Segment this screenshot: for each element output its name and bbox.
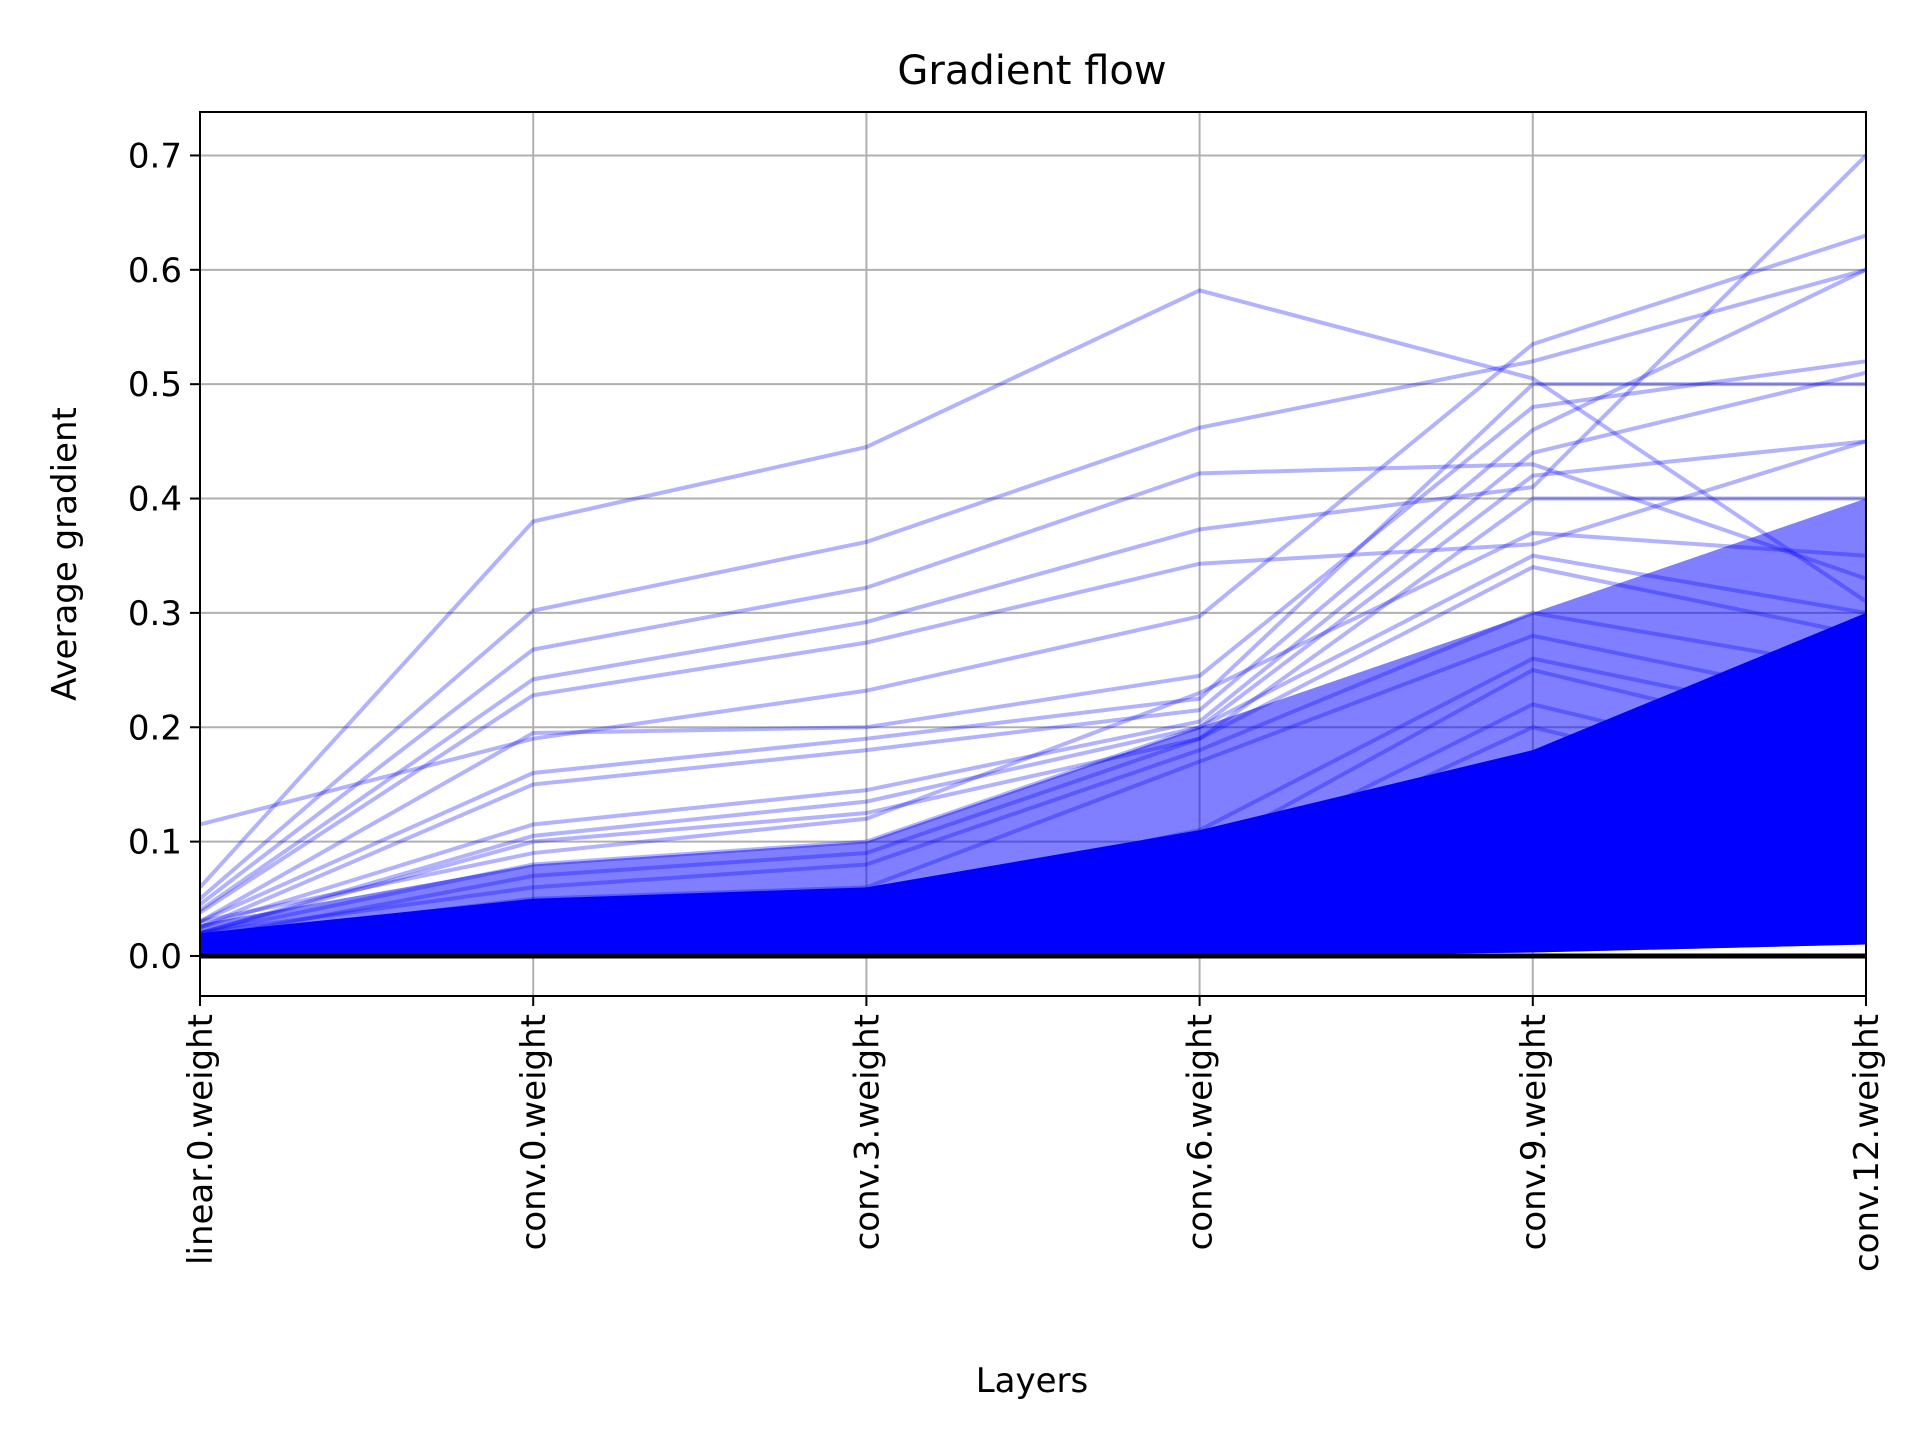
series-line bbox=[199, 268, 1867, 930]
series-line bbox=[198, 288, 1868, 889]
y-tick-label: 0.6 bbox=[128, 251, 182, 291]
series-line bbox=[199, 496, 1866, 936]
y-axis: 0.0 0.1 0.2 0.3 0.4 0.5 0.6 0.7 bbox=[128, 136, 200, 977]
x-axis-label: Layers bbox=[976, 1361, 1089, 1401]
y-tick-label: 0.1 bbox=[128, 823, 182, 863]
y-tick-label: 0.7 bbox=[128, 136, 182, 176]
series-line bbox=[199, 370, 1867, 930]
series-line bbox=[198, 154, 1868, 912]
x-tick-label: conv.9.weight bbox=[1514, 1014, 1554, 1250]
y-axis-label: Average gradient bbox=[45, 407, 85, 701]
dense-series-core bbox=[200, 612, 1866, 956]
series-line bbox=[199, 530, 1867, 924]
y-tick-label: 0.5 bbox=[128, 365, 182, 405]
plot-frame bbox=[199, 111, 1867, 997]
y-tick-label: 0.3 bbox=[128, 594, 182, 634]
series-line bbox=[199, 382, 1866, 924]
x-tick-label: conv.12.weight bbox=[1847, 1014, 1887, 1272]
series-line bbox=[198, 439, 1867, 915]
y-tick-label: 0.4 bbox=[128, 480, 182, 520]
x-tick-label: conv.6.weight bbox=[1181, 1014, 1221, 1250]
series-line bbox=[199, 233, 1867, 827]
chart-title: Gradient flow bbox=[897, 48, 1166, 94]
x-axis: linear.0.weight conv.0.weight conv.3.weigh… bbox=[181, 996, 1887, 1272]
series-line bbox=[198, 267, 1867, 901]
y-tick-label: 0.2 bbox=[128, 708, 182, 748]
series-lines bbox=[198, 154, 1868, 956]
x-tick-label: conv.0.weight bbox=[514, 1014, 554, 1250]
x-tick-label: conv.3.weight bbox=[847, 1014, 887, 1250]
series-line bbox=[199, 439, 1867, 936]
y-tick-label: 0.0 bbox=[128, 937, 182, 977]
series-line bbox=[199, 359, 1867, 924]
series-line bbox=[198, 462, 1867, 907]
x-tick-label: linear.0.weight bbox=[181, 1014, 221, 1265]
